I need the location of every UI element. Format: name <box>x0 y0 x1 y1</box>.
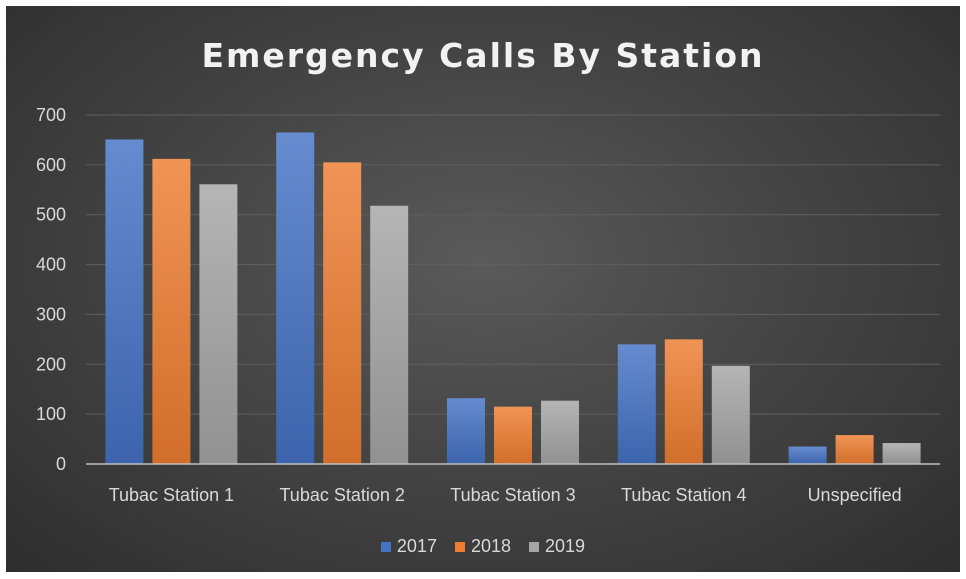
plot-area: 0 100 200 300 400 500 600 700 Tubac Station 1 Tub… <box>36 105 940 505</box>
bar <box>711 365 750 464</box>
y-tick-label: 0 <box>56 454 66 474</box>
bar <box>541 400 579 464</box>
legend-label: 2017 <box>396 536 437 556</box>
x-tick-label: Tubac Station 1 <box>109 485 234 505</box>
legend-entry: 2018 <box>454 536 512 557</box>
legend-swatch <box>529 541 540 552</box>
y-tick-label: 600 <box>36 155 66 175</box>
legend-entry: 2017 <box>380 536 437 557</box>
bar <box>835 435 874 464</box>
bar <box>882 443 921 464</box>
x-tick-label: Tubac Station 3 <box>450 485 575 505</box>
bar <box>370 205 409 465</box>
y-tick-label: 100 <box>36 404 66 424</box>
bar <box>617 344 656 464</box>
x-tick-label: Unspecified <box>808 485 902 505</box>
legend: 2017 2018 2019 <box>6 536 960 557</box>
y-tick-label: 500 <box>36 205 66 225</box>
y-tick-label: 700 <box>36 105 66 125</box>
x-tick-label: Tubac Station 4 <box>621 485 746 505</box>
legend-entry: 2019 <box>529 536 585 557</box>
legend-swatch <box>454 541 465 552</box>
y-tick-label: 400 <box>36 255 66 275</box>
chart-area: Emergency Calls By Station 0 100 200 300 400… <box>6 6 960 572</box>
bar <box>276 132 315 464</box>
bar <box>199 184 238 464</box>
legend-label: 2018 <box>470 536 512 556</box>
x-tick-label: Tubac Station 2 <box>279 485 404 505</box>
bar <box>105 139 144 464</box>
bar <box>323 162 362 464</box>
bar <box>788 446 827 464</box>
y-tick-label: 200 <box>36 354 66 374</box>
legend-swatch <box>380 541 391 552</box>
bar <box>447 398 485 464</box>
bar <box>494 406 532 464</box>
y-tick-label: 300 <box>36 304 66 324</box>
bar <box>664 339 703 464</box>
chart-title: Emergency Calls By Station <box>201 36 765 75</box>
bar <box>152 158 191 465</box>
legend-label: 2019 <box>545 536 586 556</box>
